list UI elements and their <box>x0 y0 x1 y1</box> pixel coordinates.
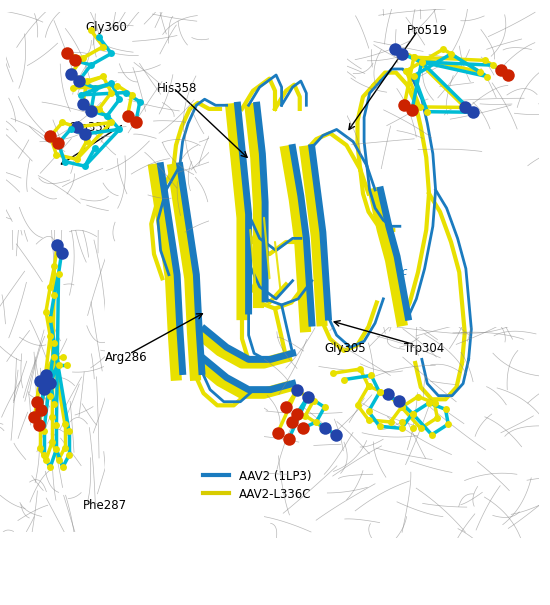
Text: Phe287: Phe287 <box>82 499 126 512</box>
Text: Gly305: Gly305 <box>324 342 366 355</box>
Text: Gln359: Gln359 <box>69 121 111 134</box>
Text: Gly360: Gly360 <box>85 21 127 34</box>
Text: Arg286: Arg286 <box>104 351 147 364</box>
Text: His358: His358 <box>157 82 197 94</box>
Text: c: c <box>402 267 407 277</box>
Text: Trp304: Trp304 <box>404 342 444 355</box>
Text: Pro519: Pro519 <box>407 24 448 37</box>
Legend: AAV2 (1LP3), AAV2-L336C: AAV2 (1LP3), AAV2-L336C <box>199 465 316 505</box>
